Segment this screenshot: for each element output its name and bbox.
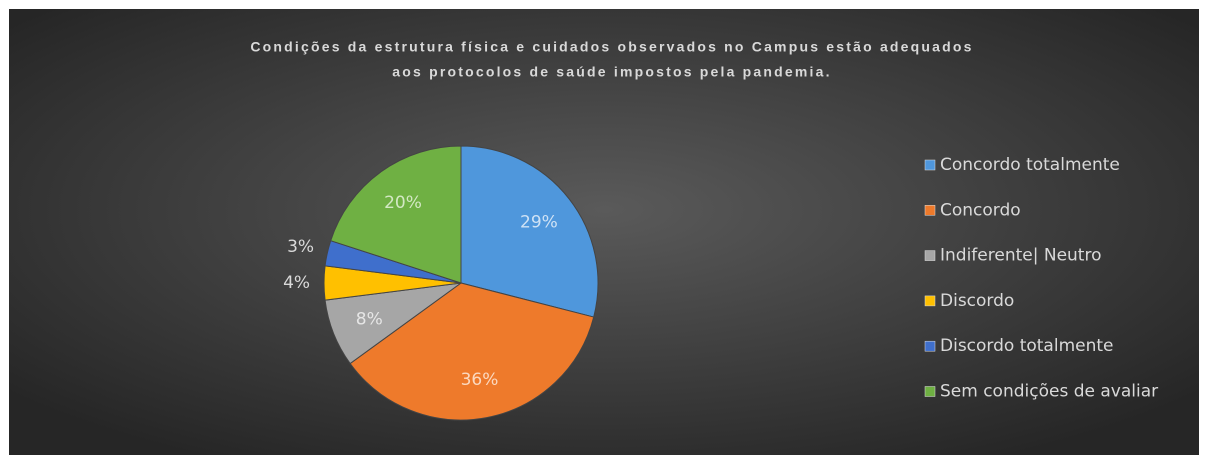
legend-label: Concordo (940, 200, 1021, 220)
legend-marker (924, 340, 936, 352)
data-label: 36% (461, 370, 499, 390)
legend-marker (924, 295, 936, 307)
legend-label: Discordo totalmente (940, 336, 1114, 356)
chart-title: aos protocolos de saúde impostos pela pa… (392, 64, 831, 80)
data-label: 4% (283, 273, 310, 293)
data-label: 29% (520, 213, 558, 233)
legend-label: Discordo (940, 291, 1014, 311)
pie-slice (349, 282, 595, 421)
chart-background (9, 9, 1199, 455)
chart-title: Condições da estrutura física e cuidados… (250, 39, 973, 55)
legend-label: Sem condições de avaliar (940, 382, 1158, 402)
data-label: 20% (384, 193, 422, 213)
data-label: 8% (356, 309, 383, 329)
legend-marker (924, 205, 936, 216)
legend-label: Concordo totalmente (940, 155, 1120, 175)
legend-marker (924, 250, 936, 261)
pie-slice (330, 145, 462, 284)
legend-marker (924, 159, 936, 171)
legend-marker (924, 386, 936, 397)
pie-slice (460, 145, 599, 318)
data-label: 3% (287, 237, 314, 257)
legend-label: Indiferente| Neutro (940, 246, 1101, 266)
